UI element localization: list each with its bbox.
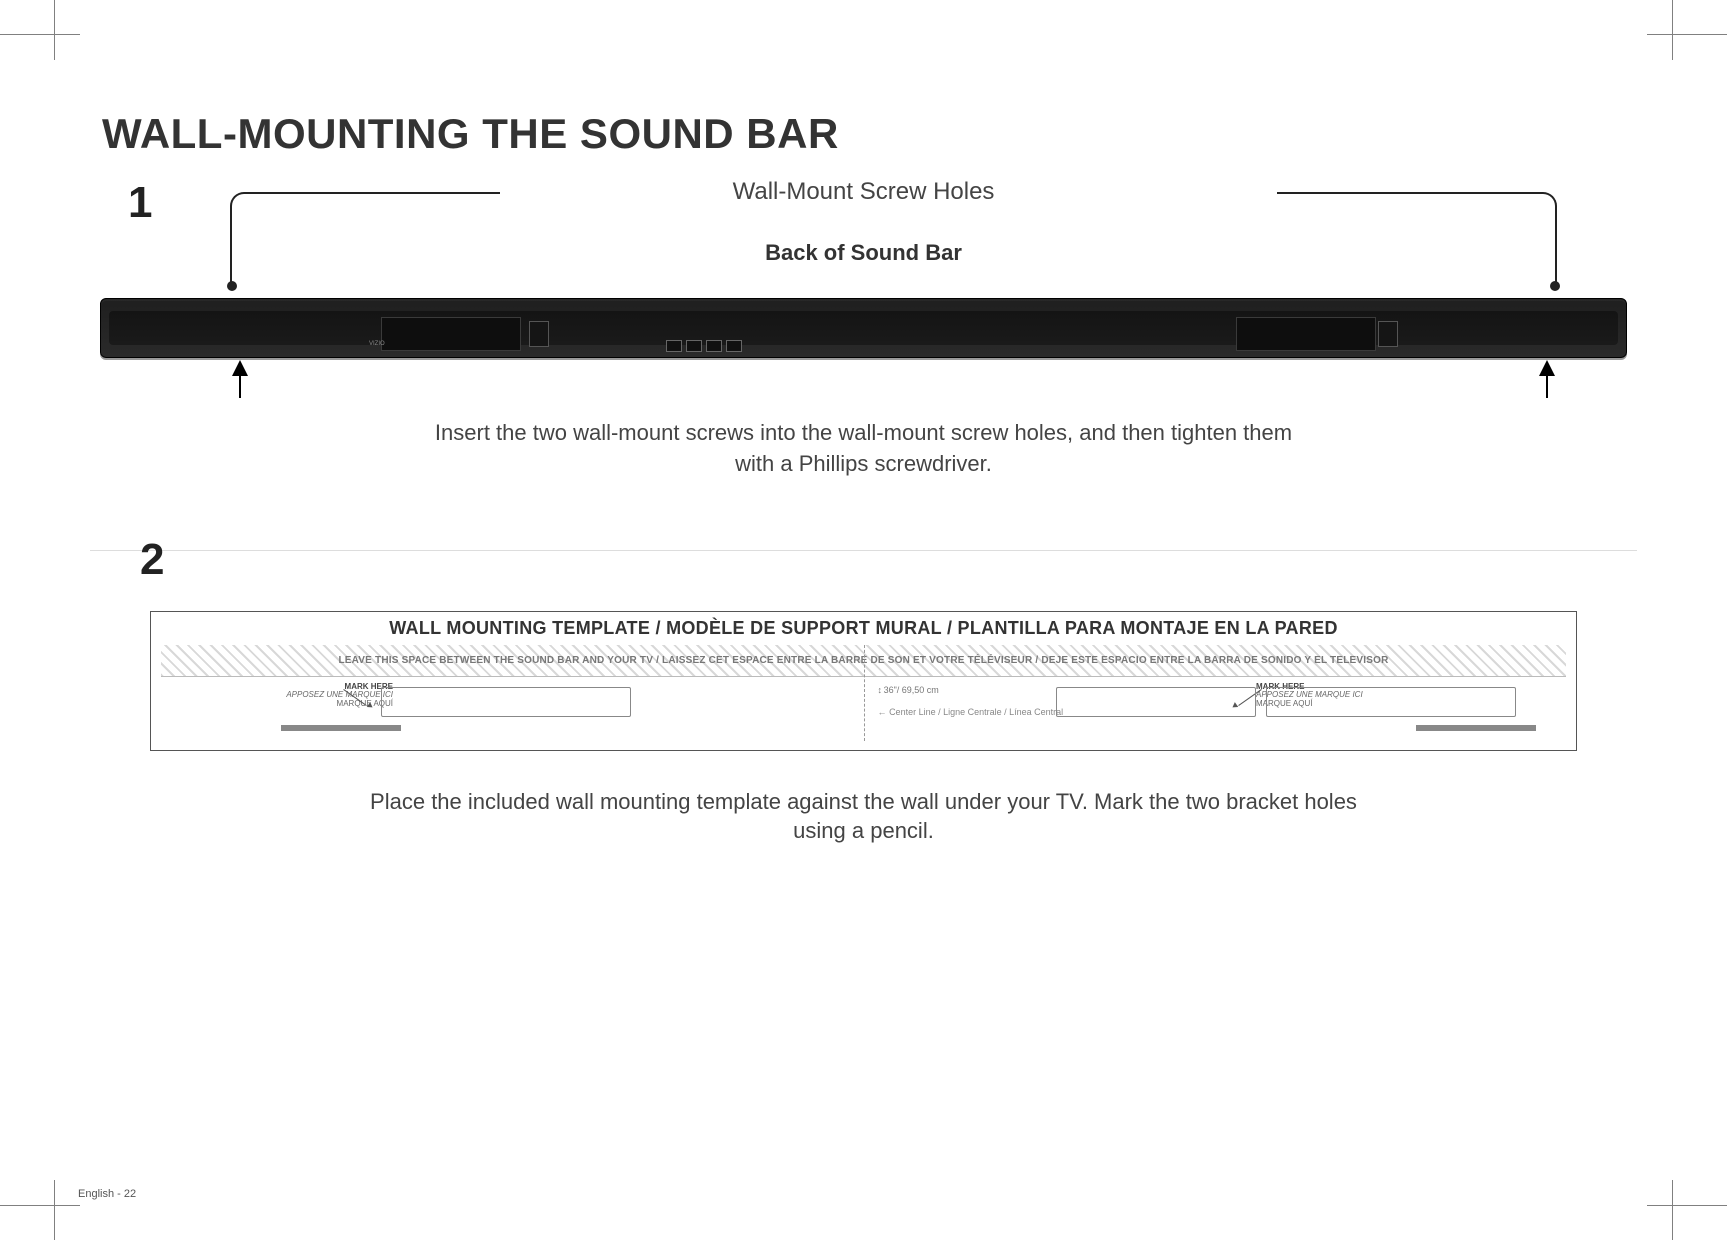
- template-dimension: ↕ 36"/ 69,50 cm: [878, 685, 939, 695]
- template-body: ↕ 36"/ 69,50 cm ← Center Line / Ligne Ce…: [161, 683, 1566, 739]
- template-slot: [381, 687, 631, 717]
- wall-mount-template: WALL MOUNTING TEMPLATE / MODÈLE DE SUPPO…: [150, 611, 1577, 751]
- center-line-label: ← Center Line / Ligne Centrale / Línea C…: [878, 707, 1064, 717]
- step-2-number: 2: [140, 535, 164, 585]
- mark-arrow-icon: [341, 685, 371, 715]
- soundbar-body: VIZIO: [100, 298, 1627, 358]
- page-footer: English - 22: [78, 1188, 136, 1200]
- template-slot: [1056, 687, 1256, 717]
- page: WALL-MOUNTING THE SOUND BAR 1 Wall-Mount…: [0, 0, 1727, 1240]
- template-slot: [1266, 687, 1516, 717]
- step-1-instruction: Insert the two wall-mount screws into th…: [414, 418, 1314, 480]
- screw-hole-callout: Wall-Mount Screw Holes Back of Sound Bar: [90, 178, 1637, 298]
- page-title: WALL-MOUNTING THE SOUND BAR: [102, 110, 1637, 158]
- template-title: WALL MOUNTING TEMPLATE / MODÈLE DE SUPPO…: [161, 618, 1566, 639]
- template-foot: [281, 725, 401, 731]
- template-foot: [1416, 725, 1536, 731]
- center-line: [864, 645, 865, 741]
- section-divider: [90, 550, 1637, 551]
- step-2-instruction: Place the included wall mounting templat…: [364, 787, 1364, 846]
- soundbar-diagram: VIZIO: [100, 298, 1627, 358]
- soundbar-rear-label-right: [1236, 317, 1376, 351]
- soundbar-rear-label-left: [381, 317, 521, 351]
